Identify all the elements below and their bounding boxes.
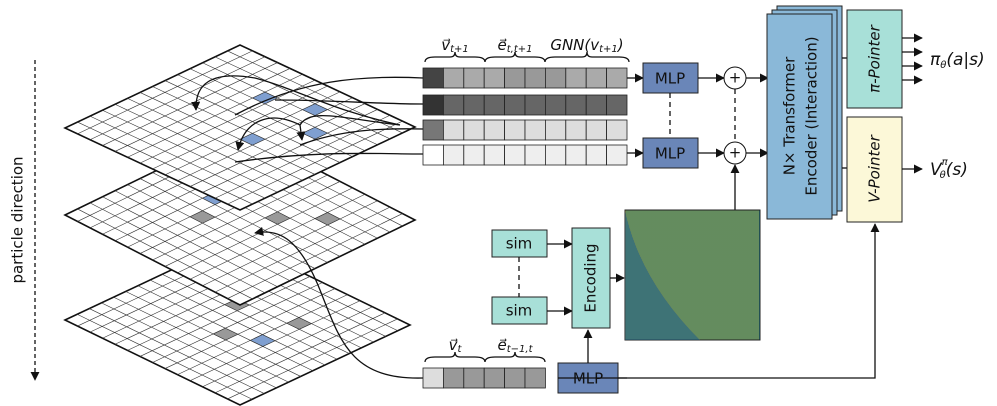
feature-cell (464, 120, 484, 140)
feature-cell (525, 368, 545, 388)
brace (485, 52, 545, 62)
sum-label: + (729, 144, 742, 162)
feature-cell (607, 145, 627, 165)
feature-cell (607, 95, 627, 115)
feature-cell (484, 95, 504, 115)
feature-cell (423, 145, 443, 165)
v-pointer-label: V-Pointer (866, 134, 884, 202)
transformer-label: N× Transformer (781, 56, 799, 175)
feature-cell (525, 68, 545, 88)
pi-pointer-label: π-Pointer (866, 24, 884, 92)
transformer-box (767, 14, 832, 219)
feature-cell (443, 145, 463, 165)
feature-cell (505, 68, 525, 88)
brace (425, 352, 485, 362)
feature-cell (423, 368, 443, 388)
feature-cell (607, 68, 627, 88)
sim-label: sim (506, 302, 533, 320)
feature-cell (566, 68, 586, 88)
feature-cell (566, 120, 586, 140)
diagram: particle direction v⃗t+1 e⃗t,t+1 GNN(vt+… (0, 0, 997, 406)
mlp-label: MLP (655, 145, 685, 163)
feature-cell (505, 145, 525, 165)
feature-cell (443, 120, 463, 140)
feature-cell (525, 145, 545, 165)
feature-cell (464, 68, 484, 88)
feature-cell (505, 95, 525, 115)
feature-cell (607, 120, 627, 140)
feature-cell (484, 145, 504, 165)
feature-cell (443, 95, 463, 115)
sim-label: sim (506, 235, 533, 253)
feature-cell (545, 68, 565, 88)
feature-cell (443, 68, 463, 88)
feature-cell (484, 120, 504, 140)
feature-cell (464, 95, 484, 115)
feature-cell (545, 95, 565, 115)
feature-cell (586, 145, 606, 165)
feature-cell (566, 145, 586, 165)
brace (425, 52, 485, 62)
feature-cell (525, 120, 545, 140)
feature-cell (423, 95, 443, 115)
side-label: particle direction (9, 156, 27, 283)
feature-cell (586, 68, 606, 88)
sum-label: + (729, 69, 742, 87)
feature-cell (525, 95, 545, 115)
transformer-label: Encoder (Interaction) (803, 36, 821, 195)
feature-cell (586, 120, 606, 140)
feature-cell (505, 120, 525, 140)
encoding-label: Encoding (582, 243, 600, 312)
mlp-label: MLP (655, 70, 685, 88)
feature-cell (484, 368, 504, 388)
feature-cell (545, 120, 565, 140)
feature-cell (484, 68, 504, 88)
brace (485, 352, 545, 362)
particle-layers (65, 45, 415, 405)
feature-cell (443, 368, 463, 388)
feature-cell (423, 68, 443, 88)
feature-cell (566, 95, 586, 115)
feature-cell (423, 120, 443, 140)
feature-cell (545, 145, 565, 165)
feature-cell (586, 95, 606, 115)
feature-cell (505, 368, 525, 388)
feature-cell (464, 145, 484, 165)
policy-output: πθ(a|s) (930, 50, 985, 71)
feature-cell (464, 368, 484, 388)
